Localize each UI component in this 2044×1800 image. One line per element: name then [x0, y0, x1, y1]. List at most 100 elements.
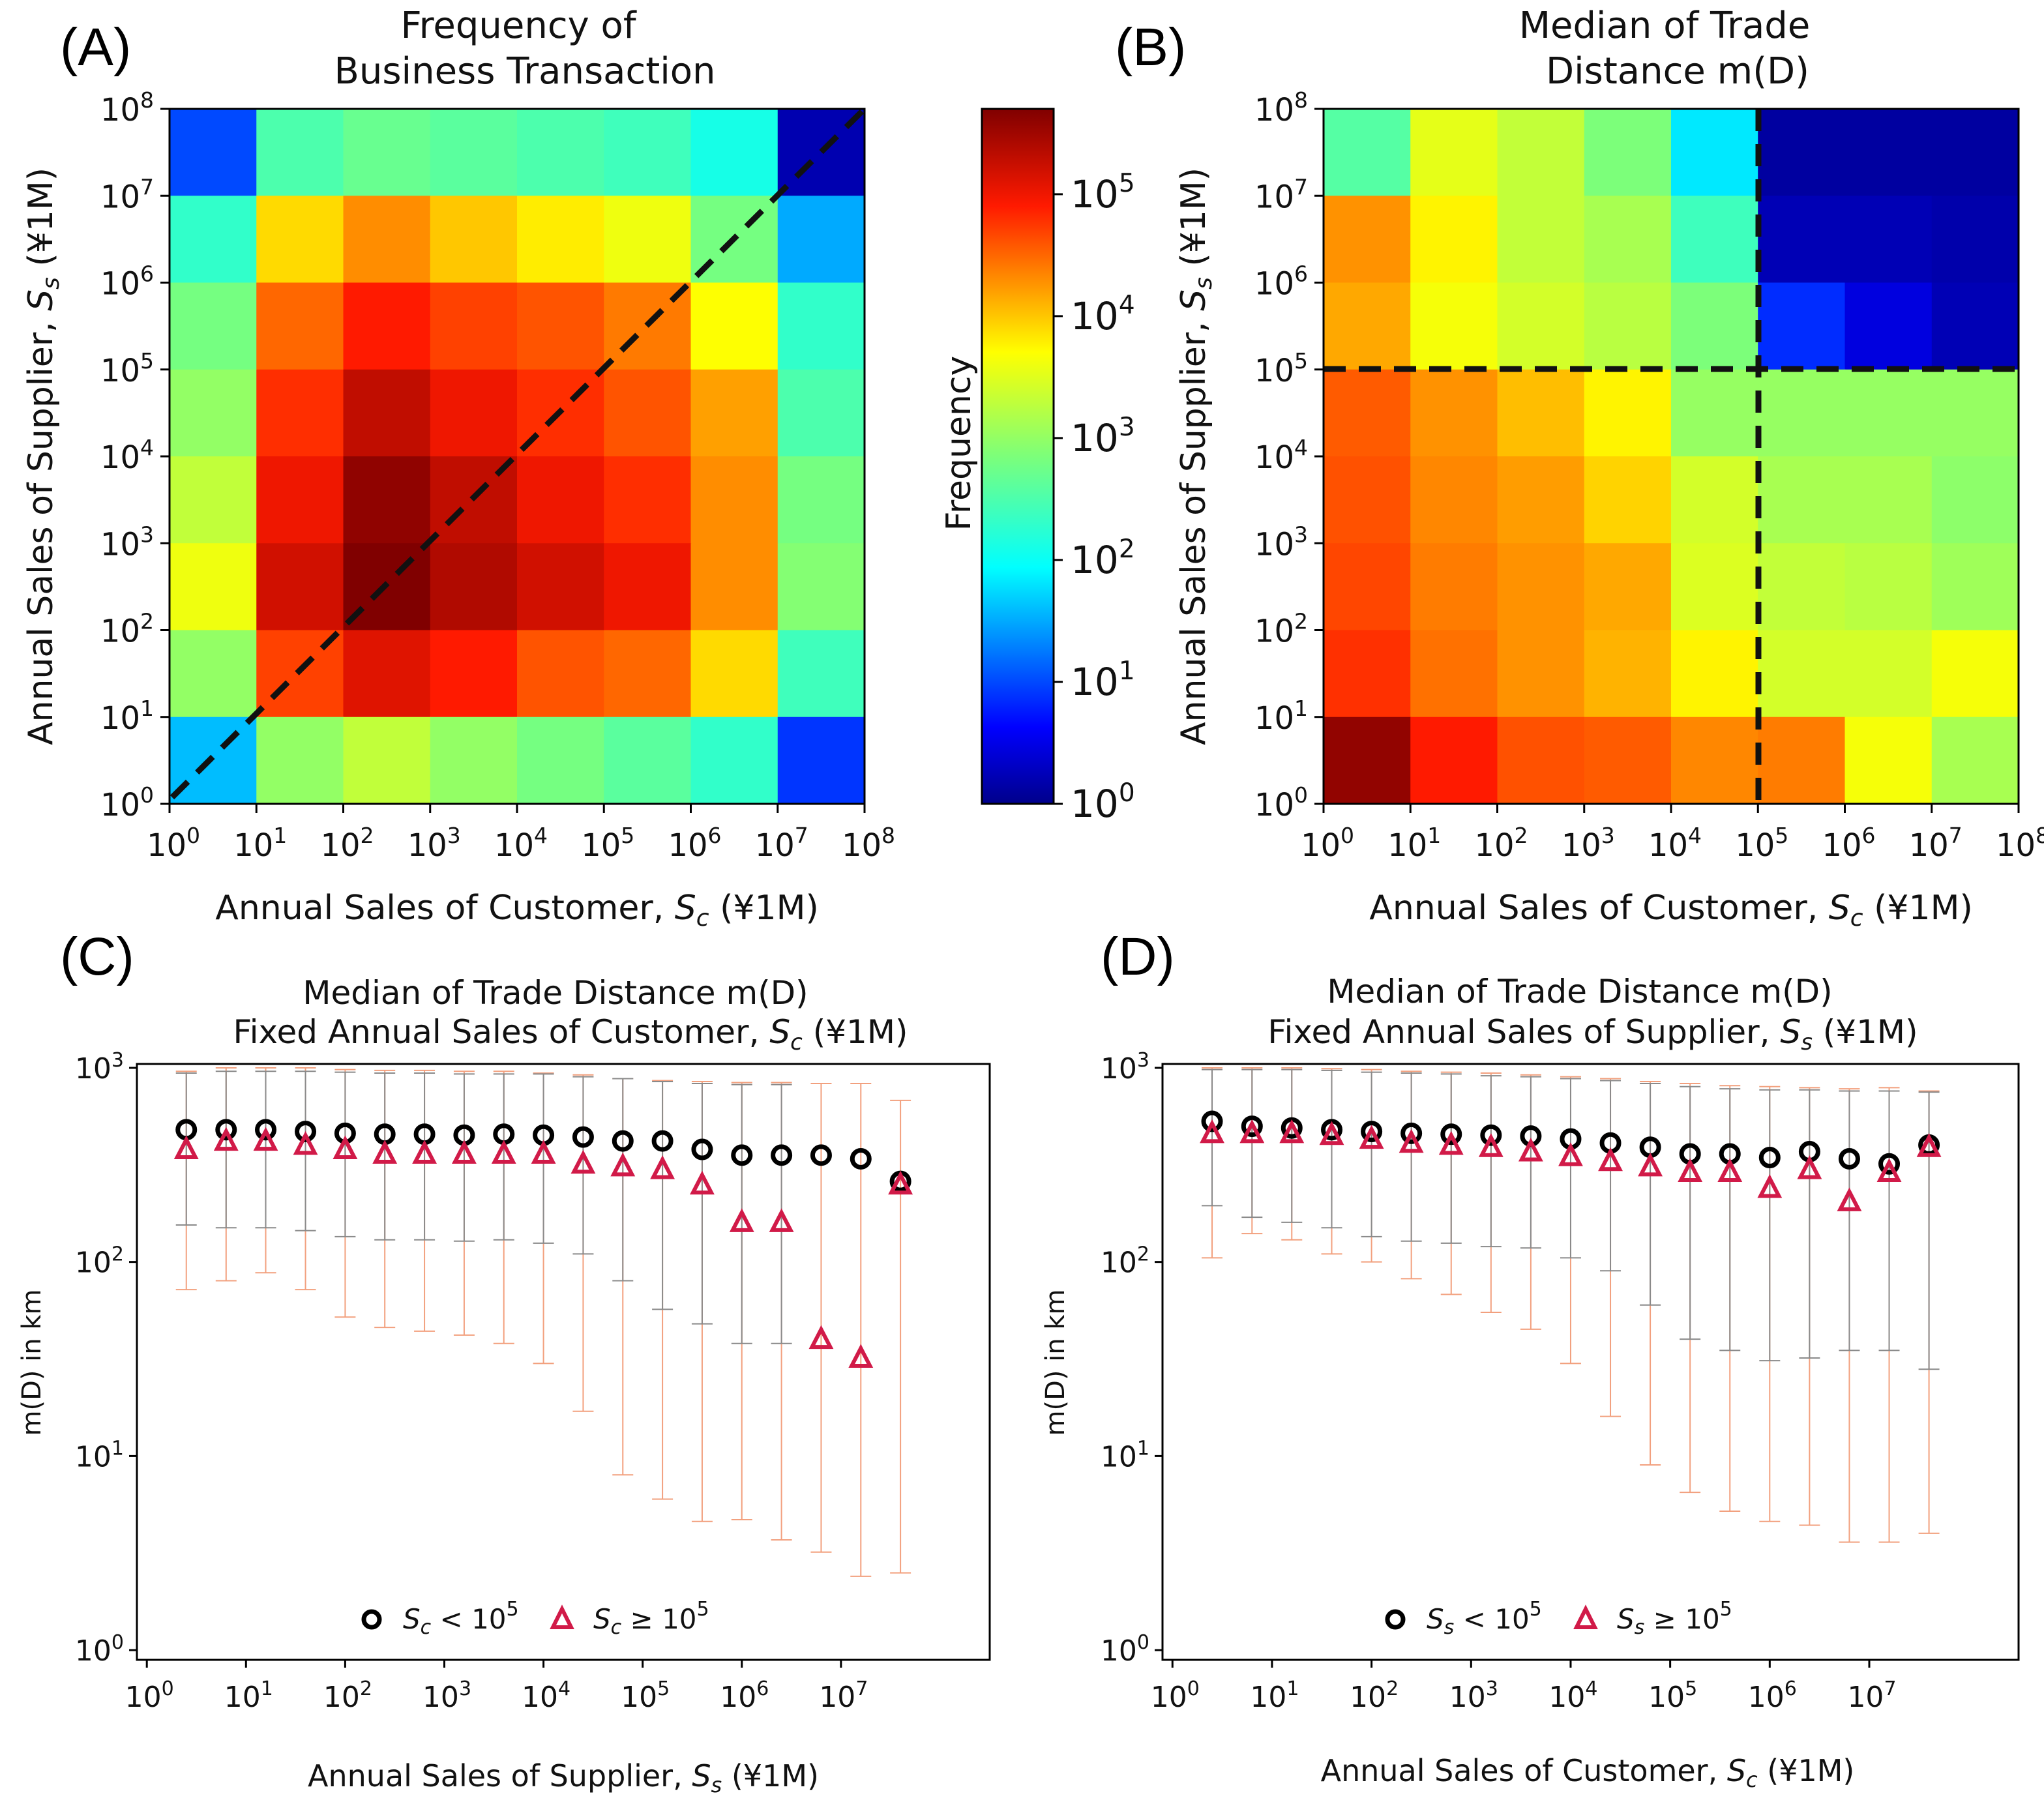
x-tick-label: 101: [1250, 1677, 1299, 1714]
panel-c-legend-1-var: S: [593, 1603, 611, 1635]
y-tick-label-base: 10: [100, 787, 140, 823]
colorbar-tick-label-base: 10: [1071, 660, 1119, 704]
heatmap-cell: [1497, 282, 1585, 370]
x-tick-label-exp: 3: [459, 1677, 471, 1700]
heatmap-cell: [1758, 109, 1846, 197]
y-tick-label-base: 10: [1101, 1440, 1137, 1473]
panel-c-legend: Sc < 105 Sc ≥ 105: [361, 1598, 709, 1639]
y-tick-label-exp: 6: [1294, 261, 1308, 287]
x-tick-label-base: 10: [224, 1681, 261, 1714]
x-tick-label: 104: [1548, 1677, 1597, 1714]
circle-marker: [691, 1138, 713, 1160]
panel-b-heatmap-cells: [1324, 109, 2019, 804]
y-tick-label-base: 10: [1101, 1052, 1137, 1085]
x-tick-label-exp: 3: [1486, 1677, 1498, 1700]
triangle-marker: [1757, 1173, 1783, 1198]
heatmap-cell: [430, 109, 518, 197]
panel-d-legend-1-sub: s: [1635, 1616, 1645, 1639]
y-tick-label-exp: 1: [140, 696, 154, 721]
x-tick-label-exp: 2: [1386, 1677, 1399, 1700]
heatmap-cell: [1410, 282, 1498, 370]
panel-a-diagonal: [170, 105, 868, 800]
triangle-marker: [888, 1170, 913, 1195]
y-tick-label: 100: [100, 782, 154, 823]
panel-d-legend-triangle-marker: [1573, 1604, 1598, 1629]
colorbar-tick-label: 105: [1071, 169, 1135, 216]
x-tick-label-base: 10: [842, 827, 881, 864]
triangle-marker: [1478, 1133, 1503, 1157]
colorbar-tick-label-base: 10: [1071, 294, 1119, 338]
triangle-marker: [1239, 1119, 1265, 1143]
y-tick-label: 104: [100, 435, 154, 476]
x-tick-label: 102: [323, 1677, 372, 1714]
x-tick-label-exp: 6: [1785, 1677, 1797, 1700]
panel-a-ylabel-var: S: [22, 289, 61, 311]
heatmap-cell: [430, 369, 518, 457]
triangle-marker: [1598, 1147, 1623, 1172]
panel-label-c: (C): [60, 927, 134, 986]
panel-d-title-line2-text: Fixed Annual Sales of Supplier,: [1267, 1013, 1780, 1051]
x-tick-label-base: 10: [1301, 827, 1340, 864]
y-tick-label-exp: 0: [140, 782, 154, 808]
heatmap-cell: [1931, 282, 2019, 370]
triangle-marker: [1916, 1133, 1942, 1157]
panel-d-legend-1-exp: 5: [1720, 1598, 1732, 1621]
x-tick-label-exp: 5: [621, 823, 634, 848]
colorbar-tick-label: 100: [1071, 778, 1135, 826]
heatmap-cell: [170, 543, 258, 631]
circle-marker: [1440, 1123, 1462, 1145]
x-tick-label-base: 10: [494, 827, 534, 864]
triangle-marker: [253, 1127, 278, 1151]
heatmap-cell: [1324, 716, 1412, 804]
y-tick-label: 107: [1254, 174, 1308, 215]
x-tick-label-base: 10: [1822, 827, 1861, 864]
heatmap-cell: [1844, 109, 1933, 197]
triangle-marker: [1717, 1158, 1743, 1183]
colorbar-tick-label-exp: 3: [1119, 413, 1135, 442]
heatmap-cell: [1844, 196, 1933, 284]
y-tick-label-exp: 0: [1294, 782, 1308, 808]
heatmap-cell: [690, 282, 778, 370]
circle-marker: [1838, 1147, 1860, 1170]
panel-d-legend-circle-label: Ss < 105: [1427, 1598, 1542, 1639]
panel-d-xlabel: Annual Sales of Customer, Sc (¥1M): [1321, 1753, 1855, 1792]
circle-marker: [771, 1144, 793, 1166]
circle-marker: [612, 1130, 634, 1152]
y-tick-label-exp: 1: [1137, 1437, 1149, 1460]
heatmap-cell: [1324, 456, 1412, 544]
y-tick-label-exp: 7: [1294, 174, 1308, 199]
y-tick-label-base: 10: [100, 266, 140, 302]
heatmap-cell: [1497, 456, 1585, 544]
y-tick-label-exp: 2: [1137, 1243, 1149, 1266]
x-tick-label-base: 10: [1648, 1681, 1685, 1714]
heatmap-cell: [1584, 109, 1672, 197]
panel-a-xlabel: Annual Sales of Customer, Sc (¥1M): [215, 889, 818, 932]
x-tick-label-exp: 7: [1949, 823, 1963, 848]
heatmap-cell: [1844, 282, 1933, 370]
heatmap-cell: [690, 369, 778, 457]
triangle-marker: [570, 1149, 596, 1174]
panel-b: Median of Trade Distance m(D) 100 101 102 1…: [1174, 5, 2044, 932]
x-tick-label: 101: [1387, 823, 1441, 864]
colorbar-tick-label-exp: 2: [1119, 535, 1135, 564]
y-tick-label-base: 10: [1254, 526, 1294, 563]
y-tick-label: 102: [1101, 1243, 1149, 1280]
heatmap-cell: [256, 109, 344, 197]
heatmap-cell: [1844, 456, 1933, 544]
heatmap-cell: [1497, 109, 1585, 197]
heatmap-cell: [1410, 543, 1498, 631]
y-tick-label-base: 10: [1101, 1634, 1137, 1668]
triangle-marker: [848, 1344, 874, 1368]
circle-marker: [1878, 1153, 1901, 1175]
heatmap-cell: [1671, 716, 1759, 804]
y-tick-label: 104: [1254, 435, 1308, 476]
x-tick-label-base: 10: [1648, 827, 1688, 864]
triangle-marker: [729, 1208, 754, 1232]
x-tick-label: 100: [125, 1677, 174, 1714]
colorbar-tick-label-exp: 4: [1119, 291, 1135, 320]
panel-d-legend-1-rel: ≥: [1644, 1603, 1685, 1635]
x-tick-label-exp: 6: [708, 823, 722, 848]
x-tick-label-exp: 6: [1862, 823, 1876, 848]
